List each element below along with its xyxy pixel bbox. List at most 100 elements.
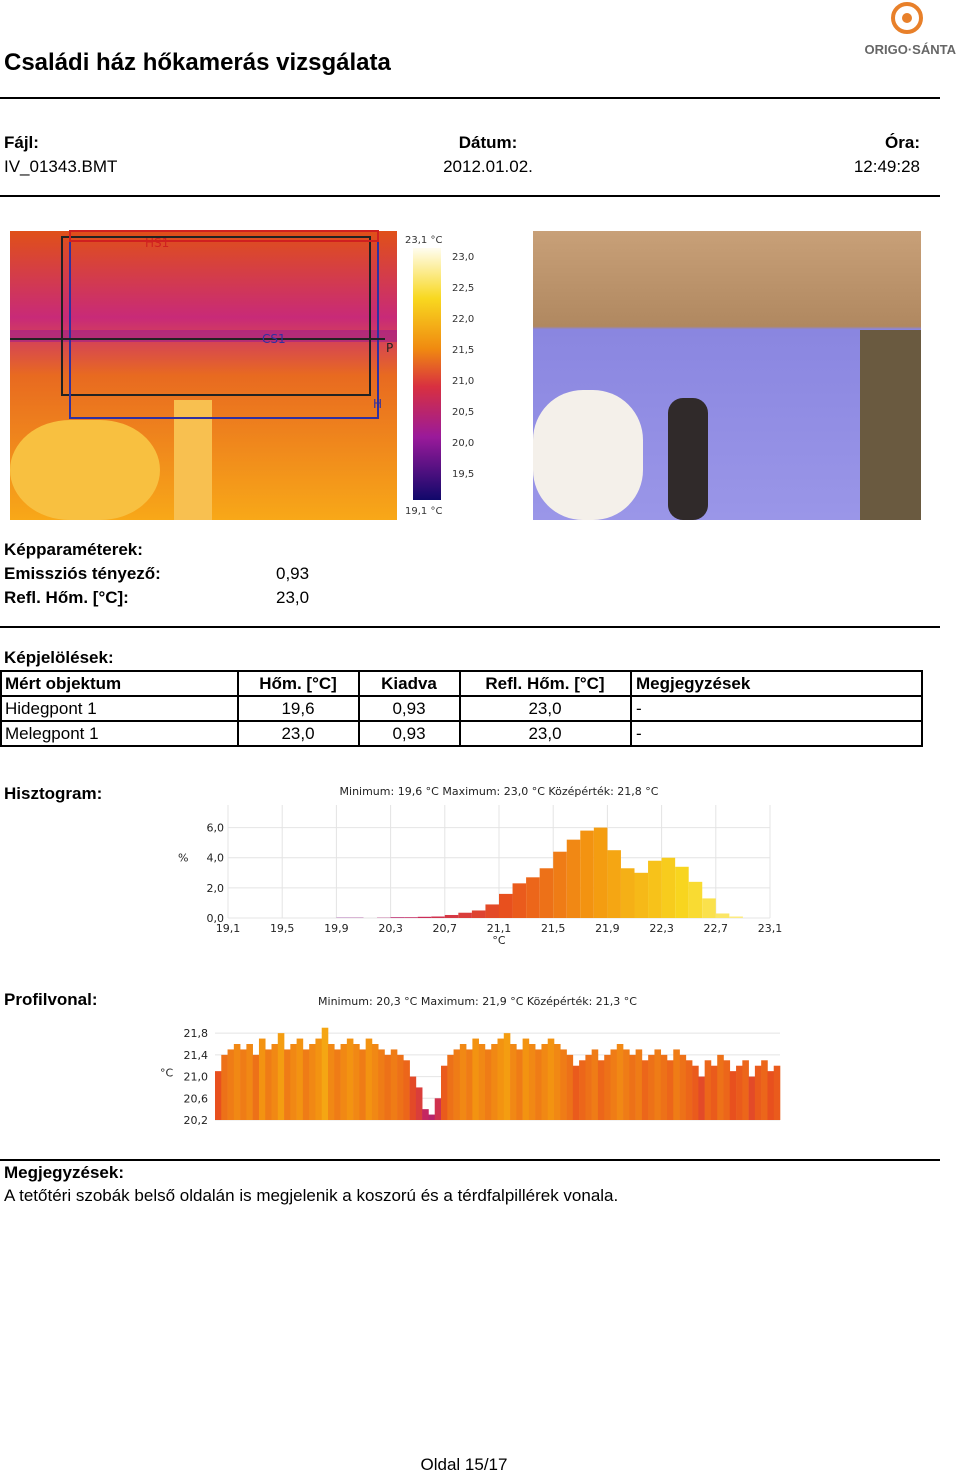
bar bbox=[767, 1071, 775, 1120]
bar bbox=[591, 1049, 599, 1120]
bar bbox=[346, 1038, 354, 1120]
param-label: Refl. Hőm. [°C]: bbox=[4, 588, 129, 607]
section-title: Képjelölések: bbox=[4, 648, 114, 667]
bar bbox=[773, 1065, 781, 1120]
ir-shape bbox=[10, 330, 397, 342]
bar bbox=[431, 916, 445, 918]
table-header: Hőm. [°C] bbox=[259, 674, 337, 693]
bar bbox=[585, 1054, 592, 1120]
bar bbox=[679, 1054, 687, 1120]
x-tick-label: 20,7 bbox=[433, 922, 458, 935]
bar bbox=[610, 1049, 618, 1120]
bar bbox=[729, 916, 743, 918]
area-box bbox=[69, 230, 379, 242]
bar bbox=[441, 1065, 448, 1120]
bar bbox=[252, 1054, 260, 1120]
title: Családi ház hőkamerás vizsgálata bbox=[4, 49, 392, 76]
scale-label: 20,0 bbox=[452, 438, 474, 449]
bar bbox=[522, 1038, 530, 1120]
bar bbox=[390, 917, 405, 918]
bar bbox=[547, 1038, 555, 1120]
x-tick-label: 19,5 bbox=[270, 922, 295, 935]
bar bbox=[648, 860, 662, 918]
table-cell: Melegpont 1 bbox=[5, 724, 99, 743]
bar bbox=[409, 1076, 417, 1120]
bar bbox=[227, 1049, 235, 1120]
bar bbox=[428, 1114, 436, 1120]
bar bbox=[371, 1044, 379, 1120]
histogram: Minimum: 19,6 °C Maximum: 23,0 °C Középé… bbox=[178, 785, 782, 947]
bar bbox=[629, 1054, 636, 1120]
table-cell: 19,6 bbox=[281, 699, 314, 718]
bar bbox=[221, 1054, 228, 1120]
bar bbox=[702, 898, 716, 918]
marker: P bbox=[386, 341, 393, 355]
bar bbox=[579, 1060, 586, 1120]
bar bbox=[742, 1060, 749, 1120]
bar bbox=[390, 1049, 398, 1120]
bar bbox=[692, 1065, 699, 1120]
y-tick-label: 20,6 bbox=[184, 1092, 209, 1105]
area-box bbox=[61, 236, 371, 396]
bar bbox=[334, 1049, 341, 1120]
bar bbox=[315, 1038, 323, 1120]
x-axis-label: °C bbox=[492, 934, 506, 947]
scale-label: 23,0 bbox=[452, 252, 474, 263]
y-tick-label: 2,0 bbox=[207, 882, 225, 895]
bar bbox=[296, 1038, 304, 1120]
bar bbox=[623, 1049, 630, 1120]
bar bbox=[634, 872, 649, 918]
bar bbox=[620, 868, 635, 918]
value: 2012.01.02. bbox=[443, 157, 533, 176]
photo-shape bbox=[533, 390, 643, 520]
table-header: Refl. Hőm. [°C] bbox=[485, 674, 604, 693]
table-cell: 23,0 bbox=[528, 724, 561, 743]
bar bbox=[453, 1049, 461, 1120]
x-tick-label: 21,5 bbox=[541, 922, 566, 935]
bar bbox=[754, 1065, 762, 1120]
bar bbox=[499, 893, 513, 918]
photo-shape bbox=[668, 398, 708, 520]
table-cell: - bbox=[636, 699, 642, 718]
bar bbox=[277, 1033, 285, 1120]
bar bbox=[404, 917, 418, 918]
bar bbox=[484, 1049, 492, 1120]
label: Fájl: bbox=[4, 133, 39, 152]
table-cell: 0,93 bbox=[392, 699, 425, 718]
bar bbox=[685, 1060, 693, 1120]
table-header: Megjegyzések bbox=[636, 674, 751, 693]
bar bbox=[641, 1060, 649, 1120]
param-value: 23,0 bbox=[276, 588, 309, 607]
bar bbox=[715, 913, 730, 918]
bar bbox=[340, 1044, 348, 1120]
x-tick-label: 21,9 bbox=[595, 922, 620, 935]
bar bbox=[466, 1049, 473, 1120]
bar bbox=[661, 857, 676, 918]
value: 12:49:28 bbox=[854, 157, 920, 176]
y-tick-label: 6,0 bbox=[207, 822, 225, 835]
bar bbox=[458, 912, 472, 918]
scale-label: 21,5 bbox=[452, 345, 474, 356]
bar bbox=[491, 1044, 498, 1120]
bar bbox=[472, 1038, 479, 1120]
bar bbox=[704, 1060, 712, 1120]
bar bbox=[688, 881, 703, 918]
bar bbox=[415, 1087, 423, 1120]
bar bbox=[215, 1071, 222, 1120]
table-border bbox=[0, 670, 923, 747]
page-number: Oldal 15/17 bbox=[421, 1455, 508, 1471]
bar bbox=[748, 1076, 756, 1120]
y-axis-label: % bbox=[178, 852, 188, 865]
bar bbox=[328, 1044, 335, 1120]
bar bbox=[459, 1044, 467, 1120]
section-title: Megjegyzések: bbox=[4, 1163, 124, 1182]
bar bbox=[246, 1044, 253, 1120]
param-value: 0,93 bbox=[276, 564, 309, 583]
label: Dátum: bbox=[459, 133, 518, 152]
y-tick-label: 21,4 bbox=[184, 1049, 209, 1062]
bar bbox=[403, 1060, 410, 1120]
scale-label: 21,0 bbox=[452, 376, 474, 387]
table-header: Mért objektum bbox=[5, 674, 121, 693]
bar bbox=[675, 866, 689, 918]
